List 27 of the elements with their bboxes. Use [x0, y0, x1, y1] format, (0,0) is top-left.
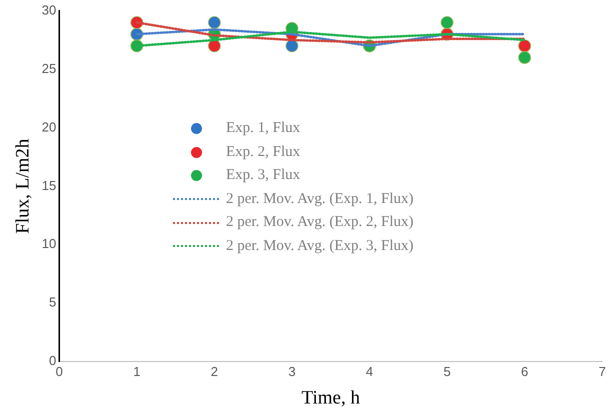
legend-label: Exp. 3, Flux — [226, 167, 300, 184]
legend-label: Exp. 2, Flux — [226, 144, 300, 161]
x-tick-label: 2 — [210, 364, 218, 379]
y-tick-label: 15 — [42, 178, 56, 193]
y-tick-label: 0 — [49, 353, 56, 368]
legend-label: Exp. 1, Flux — [226, 120, 300, 138]
y-tick-label: 20 — [42, 119, 56, 134]
point — [208, 39, 221, 52]
x-tick-label: 1 — [133, 364, 140, 379]
x-tick-label: 5 — [443, 364, 451, 379]
y-tick-label: 10 — [42, 236, 56, 252]
point — [286, 39, 298, 52]
point — [518, 51, 532, 64]
y-axis-title: Flux, L/m2h — [12, 138, 34, 234]
point — [440, 16, 454, 29]
legend-label: 2 per. Mov. Avg. (Exp. 2, Flux) — [226, 214, 414, 232]
x-tick-label: 7 — [598, 364, 606, 379]
x-tick-label: 3 — [288, 364, 296, 379]
x-axis-title: Time, h — [302, 388, 360, 409]
legend-label: 2 per. Mov. Avg. (Exp. 3, Flux) — [226, 238, 414, 255]
point — [208, 16, 221, 29]
y-tick-label: 5 — [49, 294, 56, 310]
legend-label: 2 per. Mov. Avg. (Exp. 1, Flux) — [226, 190, 414, 208]
x-tick-label: 6 — [521, 364, 528, 379]
y-tick-label: 25 — [42, 60, 56, 76]
y-tick-label: 30 — [42, 2, 56, 18]
x-tick-label: 4 — [366, 364, 374, 379]
